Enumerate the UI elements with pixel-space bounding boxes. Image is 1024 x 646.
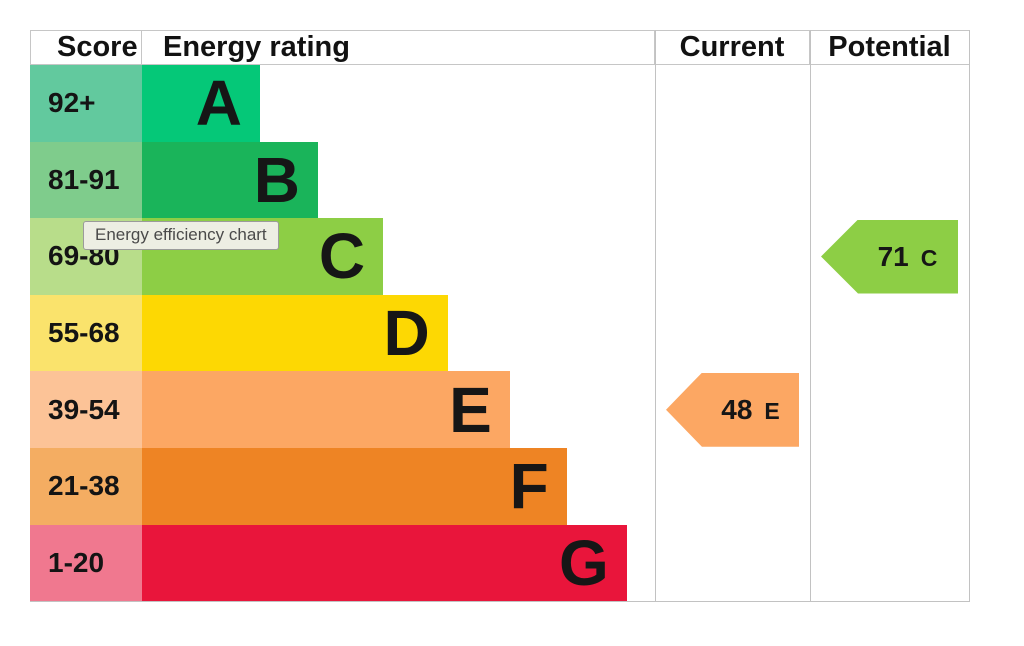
band-score-range: 21-38 <box>30 447 142 525</box>
band-letter-label: D <box>383 297 430 370</box>
current-score-value: 48 <box>721 393 753 425</box>
band-bar: E <box>142 371 510 448</box>
band-letter-label: A <box>195 67 242 140</box>
band-bar-area: B <box>142 141 655 219</box>
column-divider-current-potential <box>810 30 811 602</box>
energy-efficiency-chart[interactable]: Score Energy rating Current Potential 92… <box>30 30 970 602</box>
band-letter-label: B <box>253 143 300 216</box>
band-letter-label: C <box>318 220 366 293</box>
band-score-range: 81-91 <box>30 141 142 219</box>
band-letter-label: F <box>509 450 549 523</box>
band-row: 81-91 B <box>30 141 970 219</box>
band-row: 21-38 F <box>30 447 970 525</box>
band-bar-area: D <box>142 294 655 372</box>
band-bar: D <box>142 294 448 372</box>
chart-right-border <box>969 30 970 602</box>
band-score-range: 55-68 <box>30 294 142 372</box>
band-row: 55-68 D <box>30 294 970 372</box>
band-bar-area: A <box>142 65 655 142</box>
band-score-range: 92+ <box>30 65 142 142</box>
potential-rating-label: 71 C <box>877 240 938 272</box>
band-bar: F <box>142 447 567 525</box>
band-bar: A <box>142 65 260 142</box>
column-divider-energy-current <box>655 30 656 602</box>
band-bar-area: F <box>142 447 655 525</box>
chart-bottom-border <box>30 601 970 602</box>
band-score-range: 39-54 <box>30 371 142 448</box>
potential-score-value: 71 <box>877 240 909 272</box>
band-bar: G <box>142 524 627 602</box>
band-bar-area: G <box>142 524 655 602</box>
header-energy-rating: Energy rating <box>142 30 655 65</box>
current-rating-letter: E <box>764 397 780 424</box>
band-row: 39-54 E <box>30 371 970 448</box>
chart-body: 92+ A 81-91 B 69-80 C 55-68 D <box>30 65 970 602</box>
band-bar-area: E <box>142 371 655 448</box>
chart-header-row: Score Energy rating Current Potential <box>30 30 970 65</box>
chart-hover-tooltip: Energy efficiency chart <box>83 221 279 250</box>
current-rating-label: 48 E <box>721 393 780 425</box>
band-bar: B <box>142 141 318 219</box>
header-potential: Potential <box>810 30 970 65</box>
band-letter-label: G <box>559 526 609 599</box>
band-letter-label: E <box>449 373 492 446</box>
band-row: 92+ A <box>30 65 970 142</box>
potential-rating-letter: C <box>920 244 938 271</box>
header-score: Score <box>30 30 142 65</box>
header-current: Current <box>655 30 810 65</box>
band-score-range: 1-20 <box>30 524 142 602</box>
band-row: 1-20 G <box>30 524 970 602</box>
